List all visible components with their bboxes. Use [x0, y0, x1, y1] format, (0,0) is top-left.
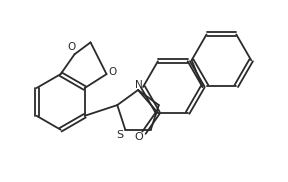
Text: O: O [108, 67, 117, 77]
Text: N: N [135, 80, 143, 90]
Text: O: O [67, 42, 76, 52]
Text: S: S [117, 130, 124, 141]
Text: O: O [135, 132, 143, 142]
